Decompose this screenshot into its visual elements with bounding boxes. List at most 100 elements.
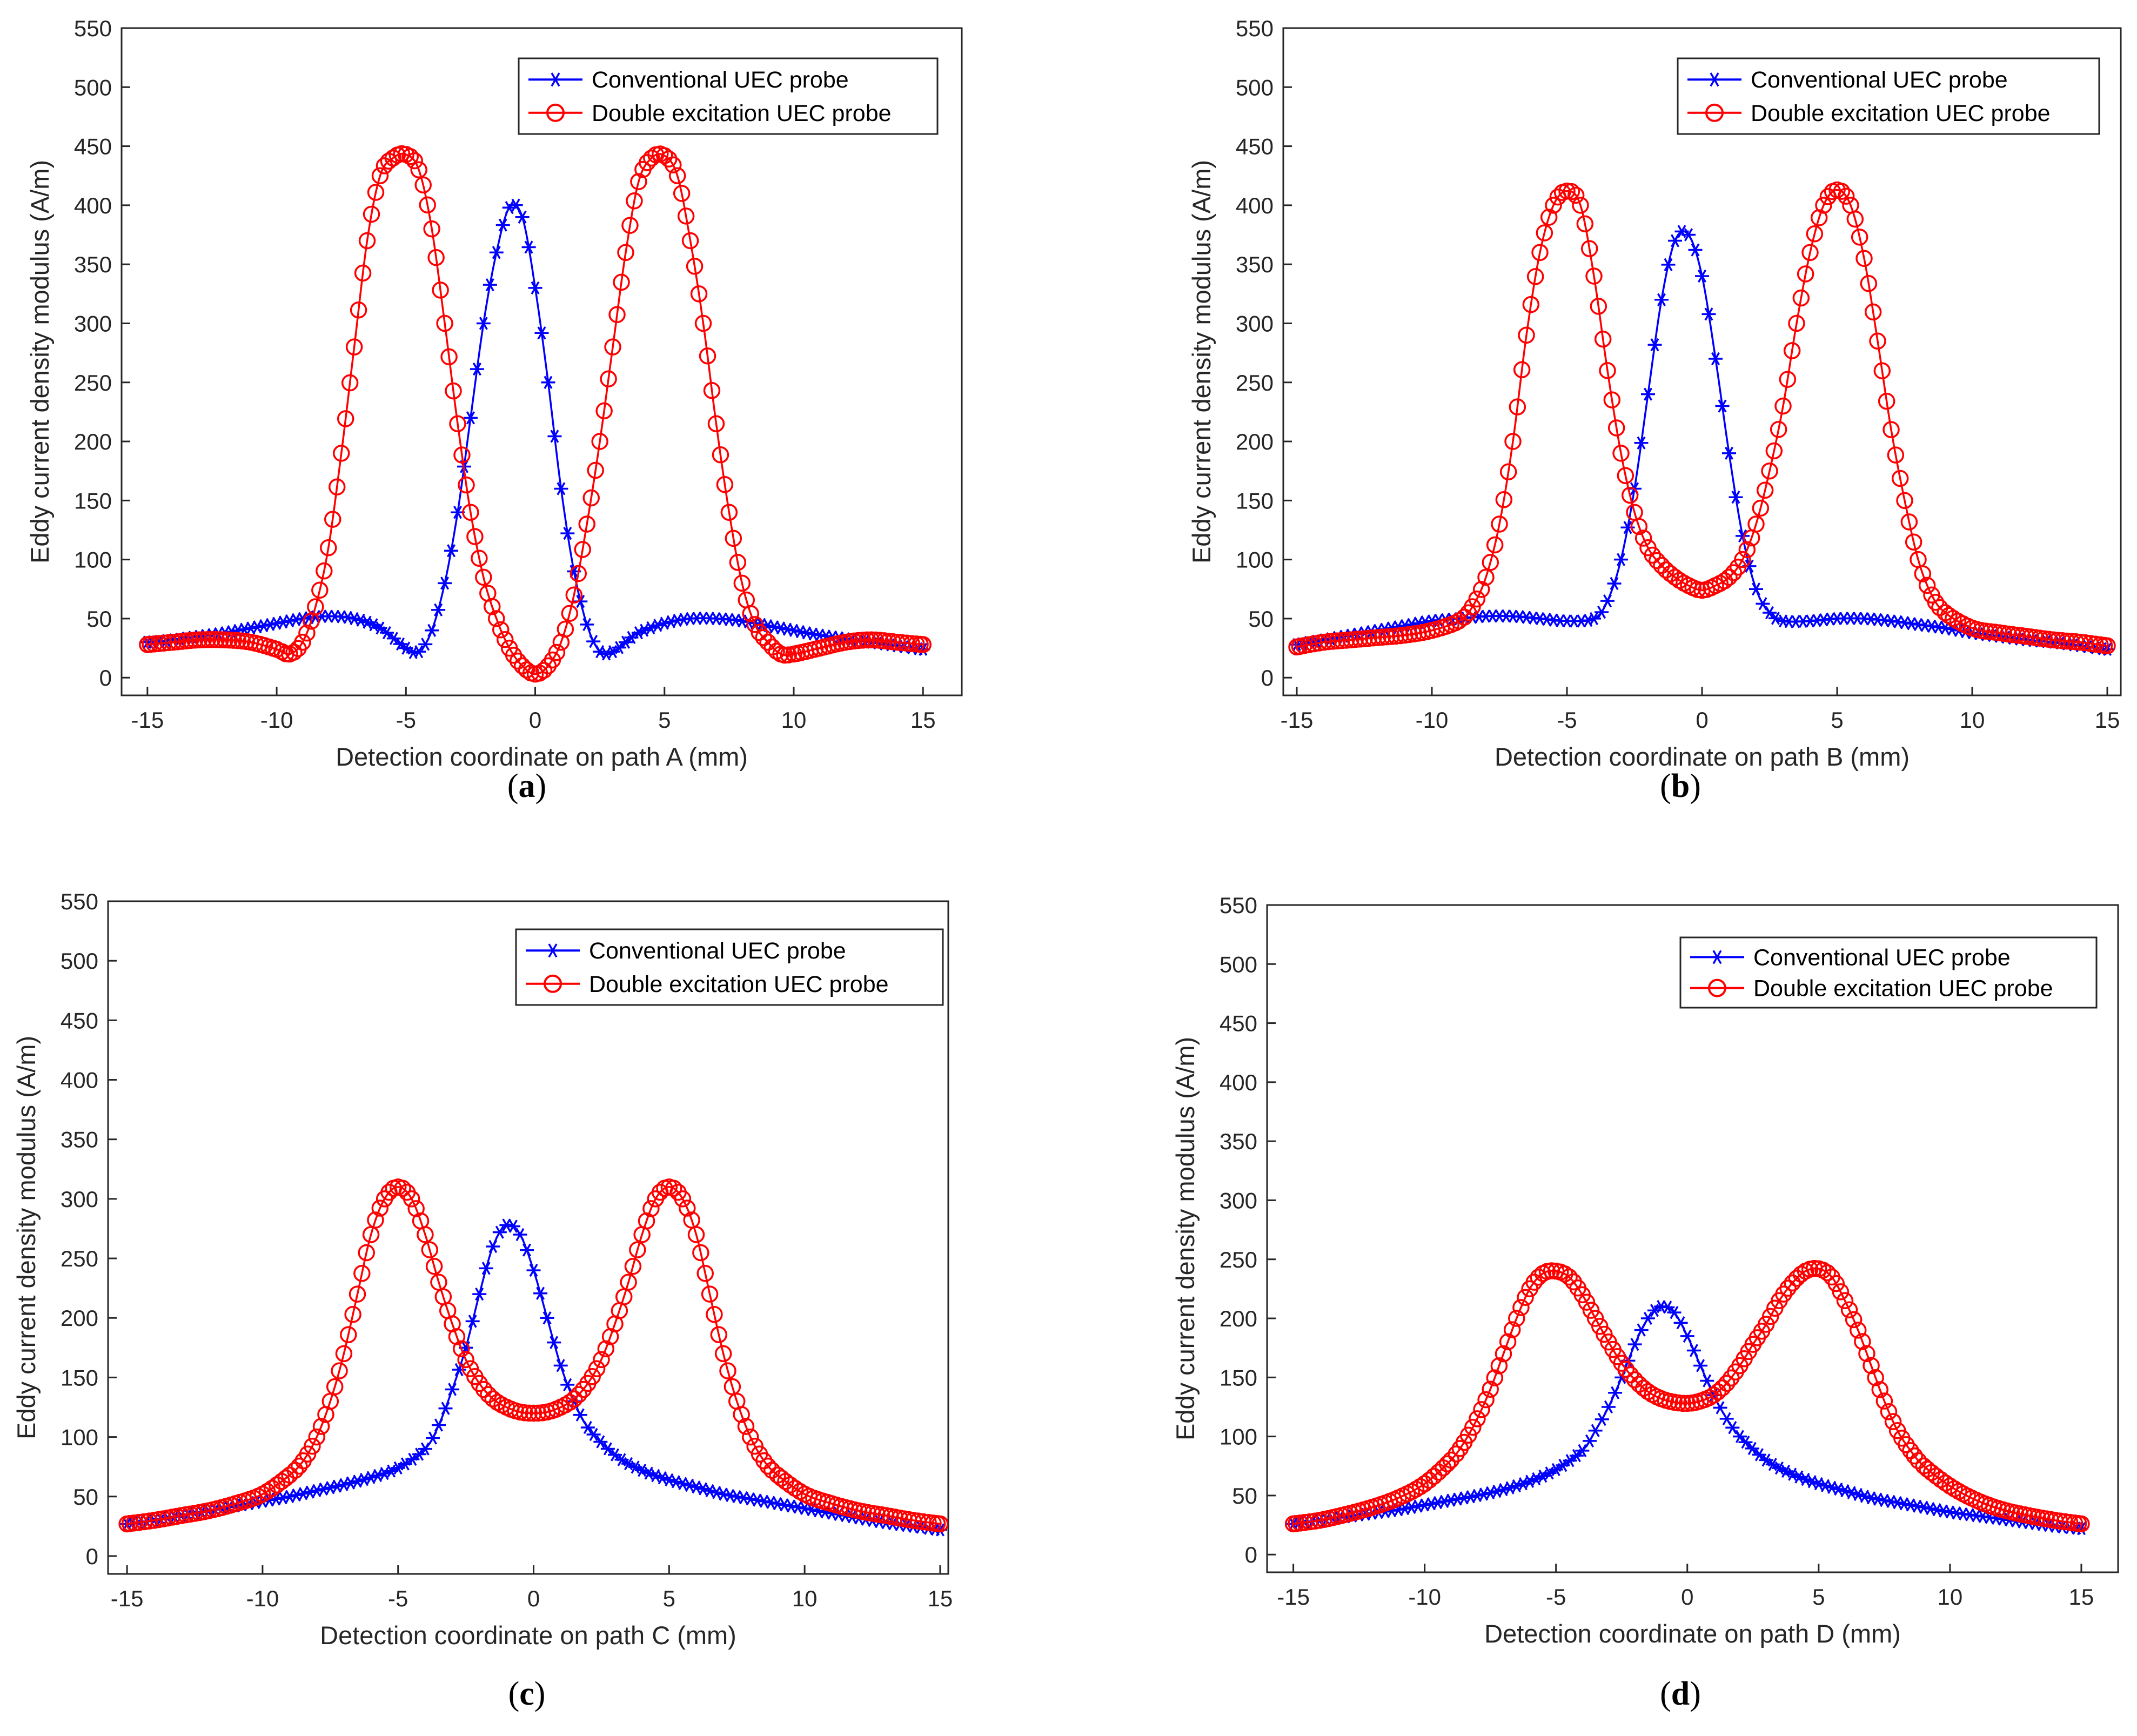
data-point-asterisk xyxy=(508,198,523,212)
legend-label-double-excitation: Double excitation UEC probe xyxy=(589,971,889,997)
data-point-circle xyxy=(298,624,316,642)
data-point-asterisk xyxy=(1936,1504,1951,1518)
y-tick-label: 500 xyxy=(1236,75,1274,100)
data-point-asterisk xyxy=(675,1477,690,1490)
data-point-circle xyxy=(1850,1322,1867,1339)
y-tick-label: 0 xyxy=(86,1544,98,1569)
data-point-circle xyxy=(484,1390,502,1407)
data-point-circle xyxy=(1594,330,1612,348)
data-point-circle xyxy=(496,631,514,648)
data-point-asterisk xyxy=(784,1499,799,1513)
series-double-excitation xyxy=(1288,181,2116,656)
data-point-circle xyxy=(457,1351,474,1369)
y-tick-label: 500 xyxy=(74,75,112,100)
data-point-asterisk xyxy=(670,614,685,627)
data-point-asterisk xyxy=(1917,1500,1931,1514)
data-point-circle xyxy=(1738,541,1756,559)
data-point-circle xyxy=(417,1226,434,1243)
x-tick-label: -10 xyxy=(1416,707,1449,733)
data-point-circle xyxy=(525,1404,542,1422)
data-point-circle xyxy=(440,348,458,366)
data-point-circle xyxy=(1639,1383,1657,1400)
data-point-circle xyxy=(458,476,475,494)
data-point-circle xyxy=(729,554,747,571)
data-point-circle xyxy=(332,445,350,462)
data-point-asterisk xyxy=(1634,436,1649,450)
data-point-asterisk xyxy=(244,621,258,635)
data-point-asterisk xyxy=(499,1218,514,1232)
data-point-asterisk xyxy=(1693,1359,1708,1372)
data-point-asterisk xyxy=(515,210,530,224)
data-point-circle xyxy=(1567,186,1585,204)
data-point-circle xyxy=(436,314,453,332)
y-axis-title: Eddy current density modulus (A/m) xyxy=(12,1036,41,1439)
legend-label-conventional: Conventional UEC probe xyxy=(592,67,849,93)
data-point-circle xyxy=(304,1437,321,1455)
x-tick-label: 0 xyxy=(1681,1584,1693,1610)
data-point-circle xyxy=(1887,446,1905,464)
data-point-circle xyxy=(199,631,217,648)
data-point-circle xyxy=(574,541,592,558)
data-point-circle xyxy=(1937,1474,1954,1492)
data-point-circle xyxy=(1674,1395,1692,1412)
x-tick-label: -5 xyxy=(396,707,416,733)
data-point-circle xyxy=(1747,515,1765,533)
data-point-circle xyxy=(1333,632,1351,649)
data-point-asterisk xyxy=(1437,1494,1452,1508)
data-point-asterisk xyxy=(1890,1496,1905,1510)
x-tick-label: 15 xyxy=(928,1586,953,1611)
x-axis-title: Detection coordinate on path C (mm) xyxy=(320,1621,736,1650)
data-point-circle xyxy=(1671,572,1689,589)
x-tick-label: 10 xyxy=(1938,1584,1963,1610)
data-point-circle xyxy=(714,1345,732,1363)
legend-label-conventional: Conventional UEC probe xyxy=(589,938,846,964)
y-tick-label: 150 xyxy=(74,488,112,513)
data-point-circle xyxy=(401,148,419,165)
data-point-circle xyxy=(1448,1445,1465,1463)
data-point-circle xyxy=(1630,518,1648,535)
data-point-circle xyxy=(1864,303,1882,321)
data-point-asterisk xyxy=(483,278,497,292)
y-tick-label: 300 xyxy=(61,1187,98,1212)
y-axis-title: Eddy current density modulus (A/m) xyxy=(1171,1037,1200,1440)
data-point-circle xyxy=(643,149,660,167)
data-point-circle xyxy=(1644,546,1662,564)
data-point-circle xyxy=(312,1418,330,1435)
data-point-circle xyxy=(320,539,337,557)
data-point-circle xyxy=(1468,590,1486,608)
y-tick-label: 50 xyxy=(1232,1483,1257,1509)
y-tick-label: 100 xyxy=(74,547,112,573)
y-tick-label: 0 xyxy=(1261,665,1274,691)
data-point-circle xyxy=(742,605,760,622)
data-point-circle xyxy=(448,1328,466,1345)
data-point-asterisk xyxy=(289,1489,304,1502)
data-point-asterisk xyxy=(257,619,271,633)
data-point-asterisk xyxy=(1595,1412,1609,1426)
data-point-circle xyxy=(1531,244,1549,262)
data-point-circle xyxy=(307,598,324,615)
data-point-asterisk xyxy=(1654,293,1669,306)
asterisk-marker-icon xyxy=(1710,950,1725,964)
data-point-circle xyxy=(1477,1391,1495,1409)
data-point-circle xyxy=(1512,1299,1530,1316)
data-point-asterisk xyxy=(1930,1503,1944,1517)
data-point-asterisk xyxy=(533,1286,548,1300)
x-tick-label: -5 xyxy=(1546,1584,1566,1610)
data-point-asterisk xyxy=(1444,1493,1458,1507)
data-point-circle xyxy=(1833,183,1851,200)
data-point-asterisk xyxy=(283,1490,297,1503)
legend-label-conventional: Conventional UEC probe xyxy=(1753,944,2011,970)
data-point-circle xyxy=(1540,209,1558,226)
data-point-asterisk xyxy=(1910,1499,1925,1513)
data-point-circle xyxy=(535,661,553,679)
data-point-circle xyxy=(696,1265,714,1282)
data-point-circle xyxy=(1765,442,1783,460)
data-point-asterisk xyxy=(1430,1496,1445,1510)
data-point-circle xyxy=(1378,628,1396,646)
data-point-circle xyxy=(509,652,527,670)
data-point-circle xyxy=(1788,314,1805,332)
data-point-circle xyxy=(363,205,380,223)
data-point-circle xyxy=(1518,326,1535,344)
data-point-circle xyxy=(1819,1264,1836,1282)
